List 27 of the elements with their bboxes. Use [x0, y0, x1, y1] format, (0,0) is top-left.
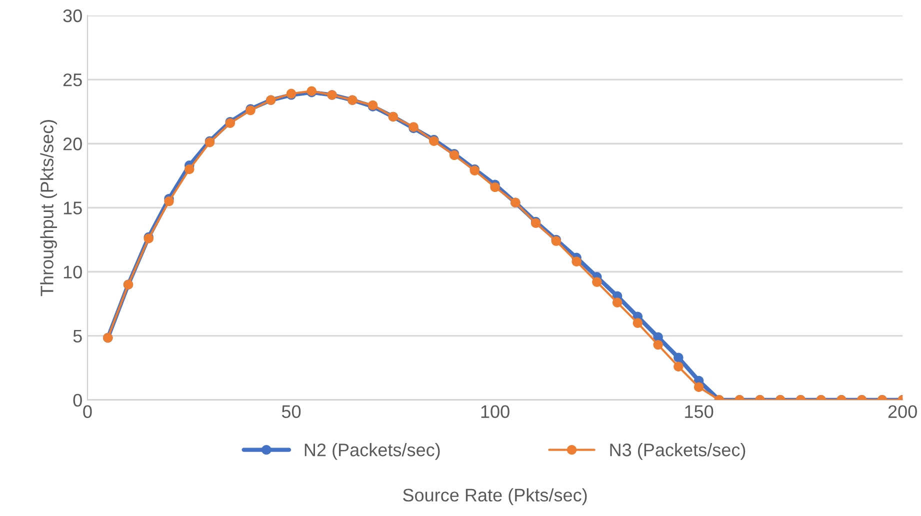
y-tick-label: 30 — [63, 9, 82, 22]
y-tick-label: 25 — [63, 73, 82, 86]
x-tick-label: 100 — [481, 405, 510, 418]
y-tick-label: 10 — [64, 266, 82, 278]
point — [490, 182, 500, 192]
point — [572, 256, 582, 266]
x-tick-label: 150 — [685, 405, 714, 418]
point — [164, 196, 174, 206]
y-tick-label: 0 — [73, 394, 82, 407]
point — [674, 352, 684, 362]
legend-label: N2 (Packets/sec) — [304, 443, 440, 460]
point — [653, 340, 663, 350]
point — [184, 164, 194, 174]
point — [674, 362, 684, 372]
y-tick-label: 20 — [63, 138, 82, 150]
point — [612, 298, 622, 308]
y-axis-title: Throughput (Pkts/sec) — [40, 120, 57, 296]
x-tick-label: 0 — [83, 405, 92, 418]
point — [592, 277, 602, 287]
x-tick-label: 200 — [888, 405, 917, 418]
point — [632, 318, 643, 328]
legend-label: N3 (Packets/sec) — [610, 443, 746, 460]
x-tick-label: 50 — [282, 405, 301, 418]
y-tick-label: 15 — [64, 202, 82, 214]
x-axis-title: Source Rate (Pkts/sec) — [403, 488, 587, 506]
point — [694, 382, 704, 392]
y-tick-label: 5 — [73, 330, 82, 343]
